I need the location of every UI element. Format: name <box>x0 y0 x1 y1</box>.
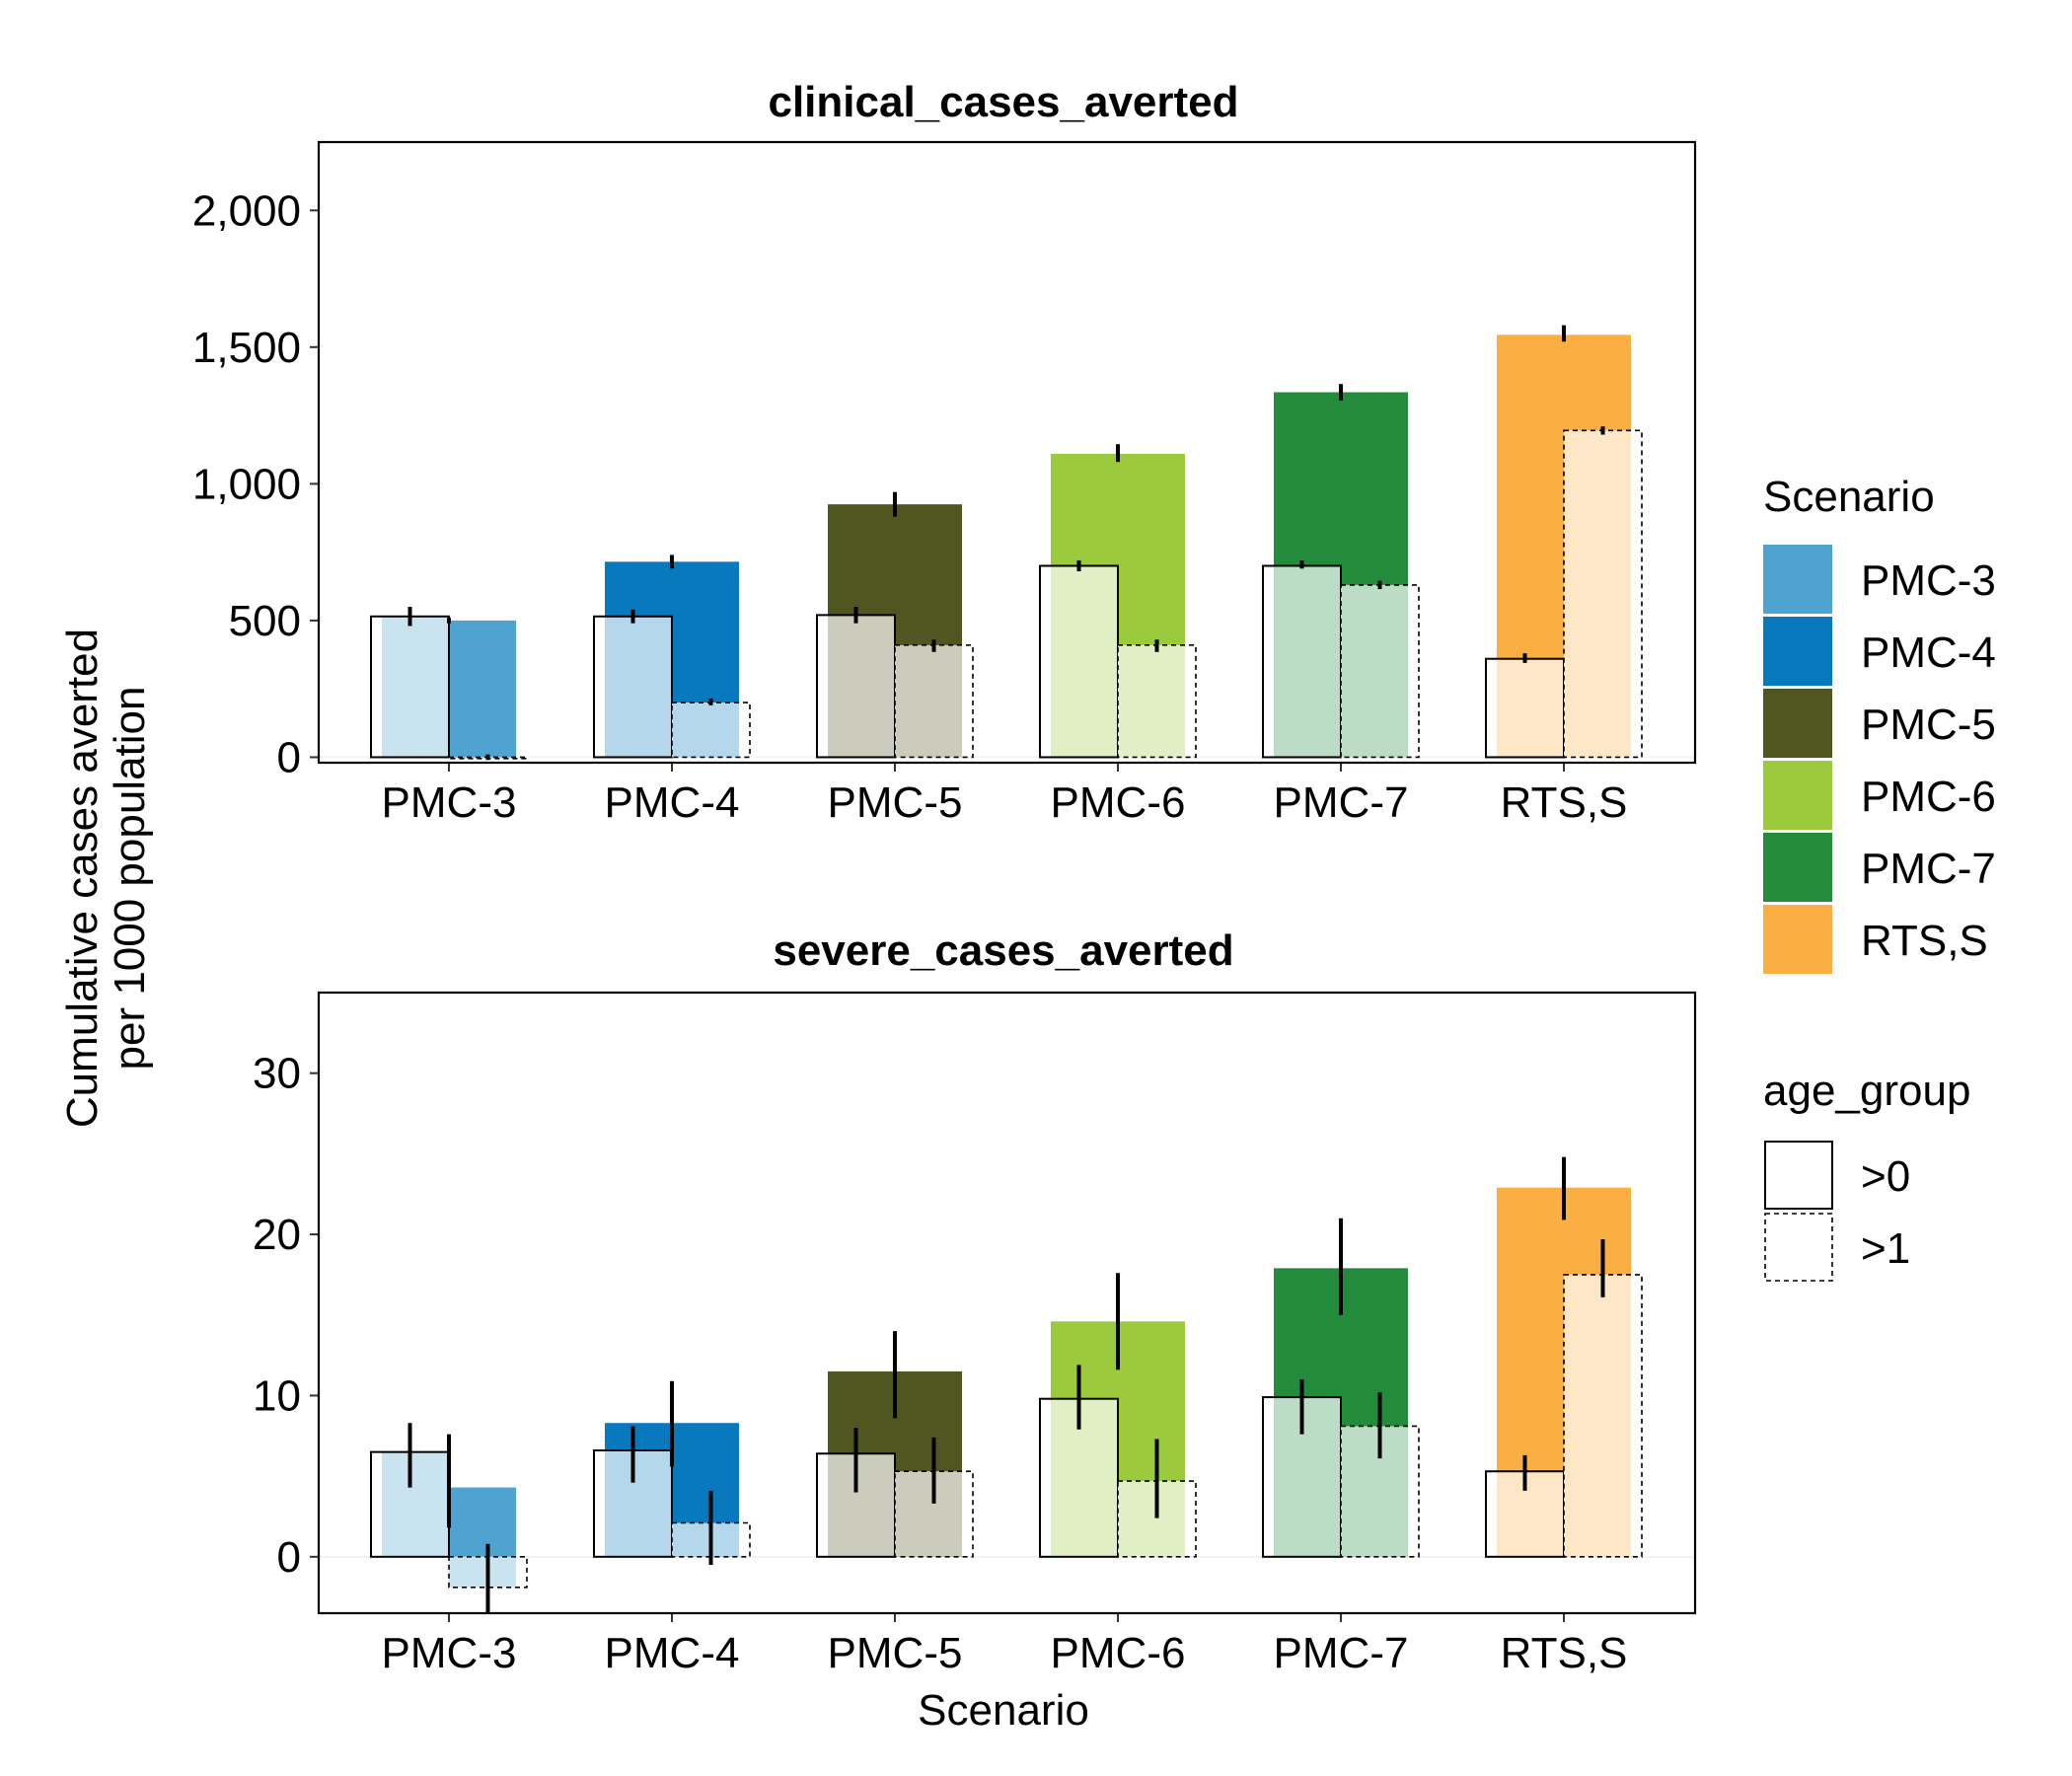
panel-title-clinical: clinical_cases_averted <box>768 78 1238 126</box>
y-tick-label: 0 <box>277 733 301 781</box>
x-tick-label-PMC-4: PMC-4 <box>605 1629 740 1677</box>
bar-fill-gt0-PMC-7 <box>1274 565 1341 758</box>
bar-fill-gt1-RTS,S <box>1564 1274 1631 1557</box>
legend-swatch-PMC-6 <box>1763 761 1832 830</box>
bar-fill-gt0-PMC-4 <box>605 616 672 758</box>
x-tick-label-PMC-3: PMC-3 <box>382 778 517 827</box>
x-tick-label-RTS,S: RTS,S <box>1501 1629 1628 1677</box>
bar-fill-gt0-PMC-6 <box>1051 1398 1118 1557</box>
bar-fill-gt1-PMC-5 <box>895 1471 962 1557</box>
panel-title-severe: severe_cases_averted <box>773 926 1233 975</box>
legend-swatch-PMC-3 <box>1763 545 1832 614</box>
bar-fill-gt0-PMC-5 <box>828 615 895 758</box>
legend-age-title: age_group <box>1763 1067 1970 1115</box>
legend-scenario-title: Scenario <box>1763 473 1935 521</box>
x-tick-label-PMC-4: PMC-4 <box>605 778 740 827</box>
bar-fill-gt0-PMC-6 <box>1051 565 1118 758</box>
y-tick-label: 500 <box>229 597 301 645</box>
bar-fill-gt1-PMC-7 <box>1341 584 1408 758</box>
legend-label-PMC-5: PMC-5 <box>1861 701 1996 749</box>
legend-age-group: age_group >0 >1 <box>1763 1067 1970 1282</box>
legend-label-PMC-3: PMC-3 <box>1861 556 1996 605</box>
bar-fill-gt1-PMC-6 <box>1118 1481 1185 1557</box>
legend-scenario: Scenario PMC-3 PMC-4 PMC-5 PMC-6 PMC-7 RTS,S <box>1763 473 1996 974</box>
legend-label-PMC-6: PMC-6 <box>1861 773 1996 821</box>
panel-severe-cases: PMC-3 PMC-4 PMC-5 PMC-6 PMC-7 RTS,S 0 10 20 30 <box>253 991 1697 1677</box>
x-tick-label-PMC-5: PMC-5 <box>828 1629 963 1677</box>
bar-fill-gt1-PMC-4 <box>672 703 739 758</box>
x-tick-label-PMC-7: PMC-7 <box>1274 778 1409 827</box>
bar-fill-gt0-PMC-5 <box>828 1453 895 1557</box>
legend-swatch-PMC-7 <box>1763 833 1832 902</box>
x-tick-label-PMC-6: PMC-6 <box>1051 778 1186 827</box>
y-tick-label: 1,000 <box>192 460 301 508</box>
panel-clinical-cases: PMC-3 PMC-4 PMC-5 PMC-6 PMC-7 RTS,S 0 500 1,000 1… <box>192 140 1697 827</box>
y-axis-title: Cumulative cases averted per 1000 popula… <box>58 629 154 1128</box>
bar-fill-gt1-PMC-3 <box>449 757 516 759</box>
legend-label-PMC-4: PMC-4 <box>1861 629 1996 677</box>
legend-label-age-1: >1 <box>1861 1224 1910 1273</box>
legend-label-PMC-7: PMC-7 <box>1861 845 1996 893</box>
y-axis-title-line2: per 1000 population <box>106 687 154 1071</box>
legend-label-age-0: >0 <box>1861 1152 1910 1201</box>
plot-border <box>317 991 1697 1615</box>
x-axis-title: Scenario <box>918 1686 1089 1735</box>
plot-border <box>317 140 1697 765</box>
plot-background <box>319 142 1695 763</box>
y-tick-label: 2,000 <box>192 186 301 235</box>
bar-fill-gt1-PMC-4 <box>672 1522 739 1557</box>
x-tick-label-PMC-3: PMC-3 <box>382 1629 517 1677</box>
bar-fill-gt0-PMC-3 <box>382 616 449 758</box>
bar-fill-gt1-PMC-7 <box>1341 1426 1408 1557</box>
bar-fill-gt1-PMC-3 <box>449 1556 516 1588</box>
bar-fill-gt1-PMC-6 <box>1118 644 1185 758</box>
legend-swatch-age-0 <box>1764 1141 1833 1210</box>
bar-fill-gt1-PMC-5 <box>895 644 962 758</box>
y-tick-label: 0 <box>277 1533 301 1582</box>
y-tick-label: 10 <box>253 1371 301 1420</box>
y-axis-title-line1: Cumulative cases averted <box>58 629 107 1128</box>
legend-label-RTS,S: RTS,S <box>1861 917 1988 965</box>
x-tick-label-PMC-6: PMC-6 <box>1051 1629 1186 1677</box>
y-tick-label: 1,500 <box>192 324 301 372</box>
legend-swatch-RTS,S <box>1763 905 1832 974</box>
bar-fill-gt0-RTS,S <box>1497 1471 1564 1557</box>
bar-fill-gt0-PMC-4 <box>605 1449 672 1557</box>
plot-background <box>319 993 1695 1613</box>
y-tick-label: 20 <box>253 1211 301 1259</box>
x-tick-label-PMC-7: PMC-7 <box>1274 1629 1409 1677</box>
bar-fill-gt0-RTS,S <box>1497 658 1564 758</box>
bar-fill-gt1-RTS,S <box>1564 430 1631 758</box>
bar-fill-gt0-PMC-3 <box>382 1451 449 1557</box>
legend-swatch-PMC-5 <box>1763 689 1832 758</box>
bar-fill-gt0-PMC-7 <box>1274 1397 1341 1557</box>
legend-swatch-PMC-4 <box>1763 617 1832 686</box>
y-tick-label: 30 <box>253 1050 301 1098</box>
x-tick-label-PMC-5: PMC-5 <box>828 778 963 827</box>
legend-swatch-age-1 <box>1764 1213 1833 1282</box>
x-tick-label-RTS,S: RTS,S <box>1501 778 1628 827</box>
